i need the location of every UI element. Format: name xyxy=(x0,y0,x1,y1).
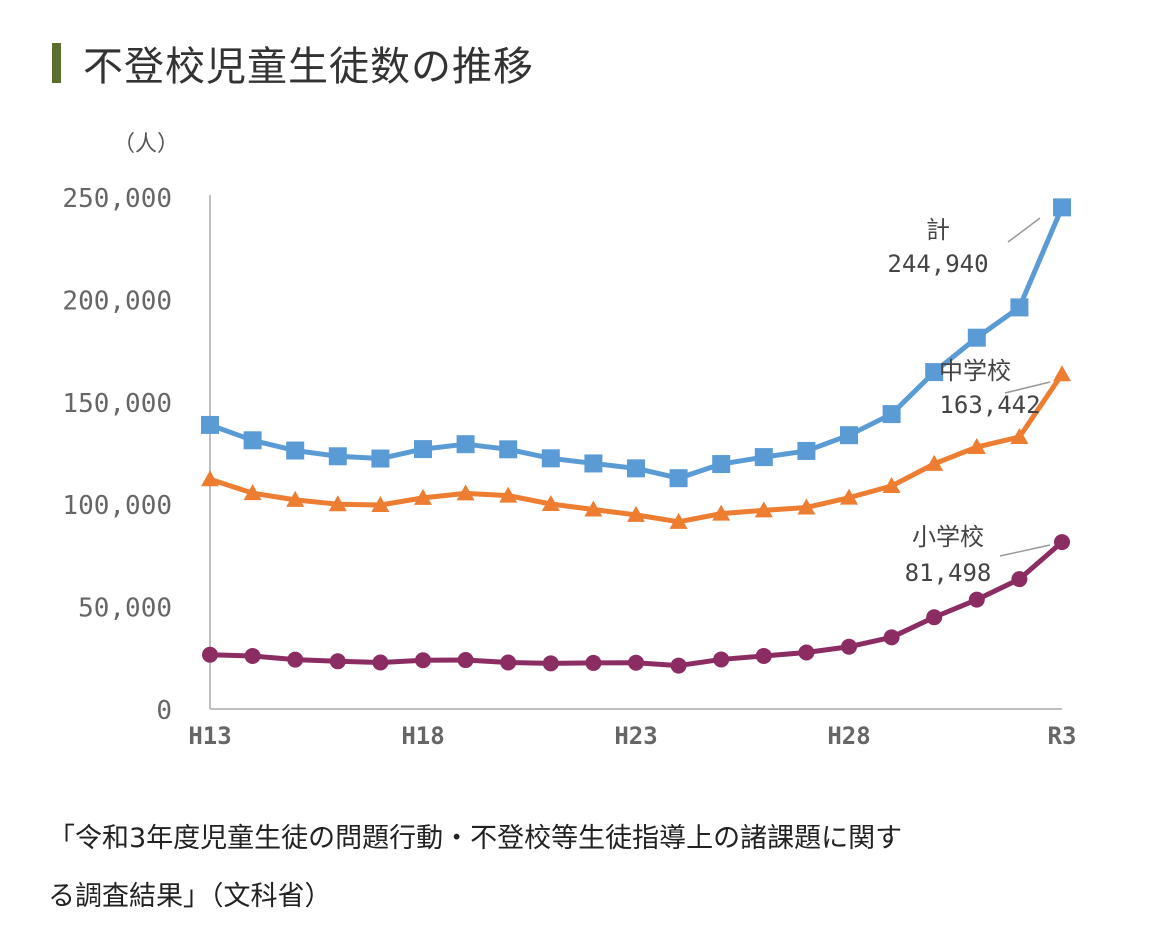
data-point-circle xyxy=(968,591,985,608)
chart-title: 不登校児童生徒数の推移 xyxy=(83,44,534,90)
x-tick-label: H18 xyxy=(401,722,444,750)
y-tick-label: 250,000 xyxy=(62,184,172,214)
data-point-circle xyxy=(628,654,644,671)
series-name-label: 中学校 xyxy=(939,357,1011,385)
annotation-leader-line xyxy=(1007,217,1041,243)
data-point-square xyxy=(499,440,518,459)
data-point-triangle xyxy=(456,484,475,501)
data-point-circle xyxy=(1054,534,1070,551)
data-point-square xyxy=(1053,198,1071,217)
y-axis-unit-label: （人） xyxy=(113,132,179,157)
data-point-square xyxy=(371,449,390,468)
data-point-triangle xyxy=(627,505,645,522)
line-chart: （人） 0 50,000 100,000 150,000 200,000 250,000 H1… xyxy=(62,132,1077,750)
data-point-triangle xyxy=(754,501,773,518)
x-tick-label: H13 xyxy=(188,722,231,750)
data-point-square xyxy=(201,415,219,434)
data-point-square xyxy=(286,441,305,460)
series-name-label: 小学校 xyxy=(912,523,984,551)
data-point-square xyxy=(541,449,560,468)
data-point-square xyxy=(328,447,347,466)
data-point-triangle xyxy=(286,490,305,507)
chart-title-wrap: 不登校児童生徒数の推移 xyxy=(52,38,534,90)
data-point-circle xyxy=(329,653,346,670)
data-point-square xyxy=(414,440,432,459)
y-tick-label: 200,000 xyxy=(62,286,172,316)
data-point-circle xyxy=(202,646,218,663)
title-accent-bar xyxy=(52,43,61,83)
data-point-circle xyxy=(670,657,687,674)
caption-line-2: る調査結果」（文科省） xyxy=(48,881,332,912)
data-point-circle xyxy=(500,654,517,671)
data-point-circle xyxy=(372,654,389,671)
y-tick-label: 150,000 xyxy=(62,389,172,419)
data-point-circle xyxy=(287,651,304,668)
data-point-triangle xyxy=(925,454,944,471)
data-point-triangle xyxy=(243,484,262,501)
data-point-square xyxy=(243,431,262,450)
data-point-square xyxy=(712,455,731,474)
data-point-circle xyxy=(415,652,431,669)
y-tick-label: 100,000 xyxy=(62,491,172,521)
y-tick-label: 50,000 xyxy=(78,594,172,624)
data-point-triangle xyxy=(371,496,390,513)
data-point-circle xyxy=(585,654,602,671)
data-point-triangle xyxy=(1053,365,1071,382)
data-point-circle xyxy=(798,644,815,661)
data-point-triangle xyxy=(882,476,901,493)
annotation-leader-line xyxy=(1004,381,1051,394)
data-point-square xyxy=(627,459,645,478)
series-value-label: 244,940 xyxy=(887,250,988,278)
data-point-square xyxy=(882,405,901,424)
data-point-circle xyxy=(713,651,730,668)
data-point-circle xyxy=(457,652,474,669)
source-caption: 「令和3年度児童生徒の問題行動・不登校等生徒指導上の諸課題に関す る調査結果」（… xyxy=(48,810,1138,926)
data-point-triangle xyxy=(328,495,347,512)
data-point-circle xyxy=(755,647,772,664)
data-point-triangle xyxy=(541,494,560,511)
data-point-circle xyxy=(244,647,261,664)
caption-line-1: 「令和3年度児童生徒の問題行動・不登校等生徒指導上の諸課題に関す xyxy=(48,823,903,854)
data-point-circle xyxy=(542,655,559,672)
data-point-triangle xyxy=(712,504,731,521)
data-point-triangle xyxy=(669,512,688,529)
data-point-circle xyxy=(1011,571,1028,588)
data-point-triangle xyxy=(967,438,986,455)
data-point-circle xyxy=(926,609,943,626)
annotation-leader-line xyxy=(999,544,1051,557)
data-point-square xyxy=(840,426,858,445)
data-point-square xyxy=(1010,298,1029,317)
data-point-triangle xyxy=(840,488,858,505)
data-point-triangle xyxy=(201,470,219,487)
data-point-triangle xyxy=(499,486,518,503)
y-tick-label: 0 xyxy=(156,696,172,726)
series-line-square xyxy=(209,206,1065,481)
x-tick-label: H28 xyxy=(827,722,870,750)
data-point-square xyxy=(797,441,816,460)
x-tick-label: H23 xyxy=(614,722,657,750)
data-point-triangle xyxy=(797,498,816,515)
data-point-square xyxy=(669,469,688,488)
x-tick-label: R3 xyxy=(1048,722,1077,750)
data-point-triangle xyxy=(1010,428,1029,445)
data-point-triangle xyxy=(414,488,432,505)
data-point-square xyxy=(754,448,773,467)
data-point-square xyxy=(456,435,475,454)
data-point-circle xyxy=(841,638,857,655)
series-value-label: 81,498 xyxy=(905,559,992,587)
series-value-label: 163,442 xyxy=(939,391,1040,419)
data-point-triangle xyxy=(584,500,603,517)
series-name-label: 計 xyxy=(926,216,950,244)
data-point-square xyxy=(584,454,603,473)
data-point-square xyxy=(925,363,944,382)
data-point-circle xyxy=(883,629,900,646)
data-point-square xyxy=(967,328,986,347)
